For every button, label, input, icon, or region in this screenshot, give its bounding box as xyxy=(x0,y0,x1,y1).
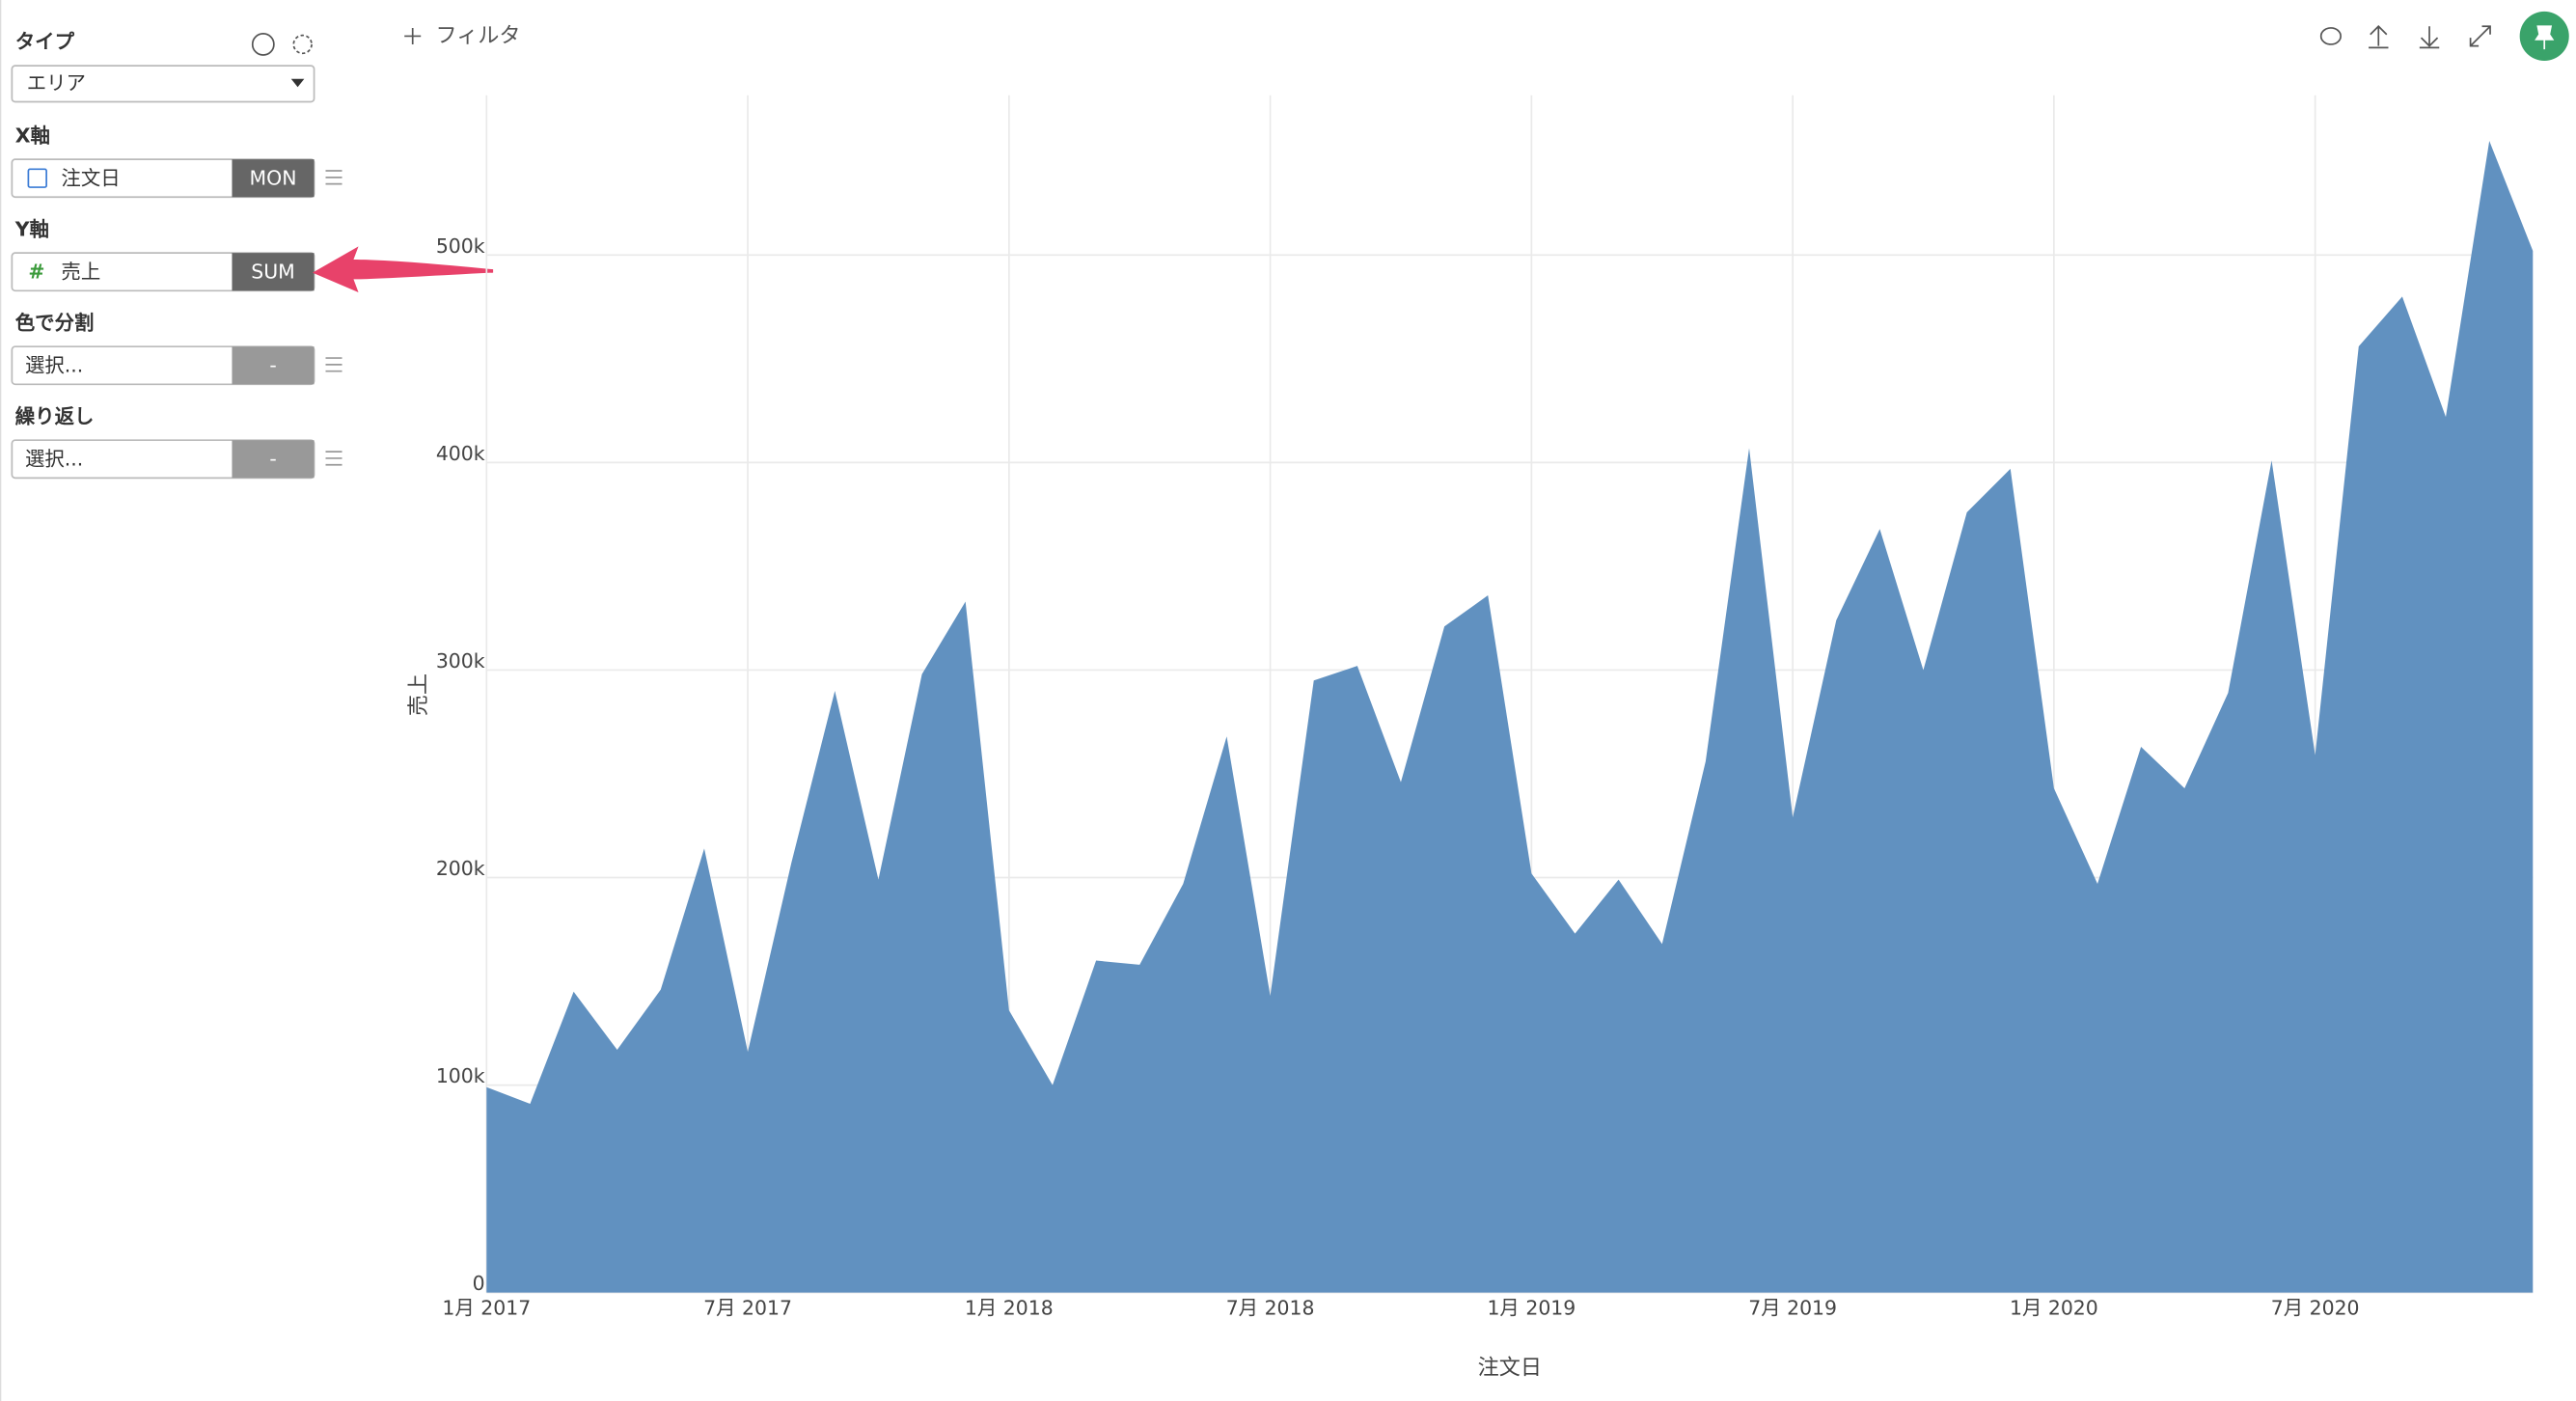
x-agg: MON xyxy=(250,167,297,190)
x-tick-label: 1月 2019 xyxy=(1487,1297,1576,1320)
x-tick-label: 7月 2019 xyxy=(1748,1297,1837,1320)
repeat-field-value: 選択... xyxy=(25,448,83,471)
x-tick-label: 1月 2018 xyxy=(965,1297,1054,1320)
plot: 0 100k 200k 300k 400k 500k 1月 2017 7月 2017 1月 20… xyxy=(406,95,2534,1380)
add-icon[interactable] xyxy=(404,27,422,44)
x-tick-label: 1月 2020 xyxy=(2010,1297,2098,1320)
toolbar-icons[interactable] xyxy=(2319,25,2491,49)
x-tick-label: 7月 2018 xyxy=(1226,1297,1315,1320)
x-tick-label: 7月 2017 xyxy=(703,1297,792,1320)
x-axis-title: 注文日 xyxy=(1478,1355,1542,1380)
type-select[interactable]: エリア xyxy=(11,65,315,103)
svg-text:#: # xyxy=(28,261,44,284)
type-label: タイプ xyxy=(15,30,75,53)
y-axis-field[interactable]: # 売上 SUM xyxy=(11,252,315,292)
repeat-label: 繰り返し xyxy=(15,404,95,427)
menu-icons xyxy=(325,170,343,466)
sidebar: タイプ エリア X軸 注文日 MON Y軸 # 売上 SUM 色で分割 選択..… xyxy=(0,0,494,1401)
y-axis-label: Y軸 xyxy=(14,217,49,240)
arrow-annotation xyxy=(312,246,494,292)
y-tick-label: 0 xyxy=(473,1272,485,1295)
toolbar: フィルタ xyxy=(404,11,2569,61)
y-tick-label: 400k xyxy=(436,442,485,465)
y-tick-label: 100k xyxy=(436,1064,485,1087)
area xyxy=(486,141,2534,1293)
y-tick-label: 300k xyxy=(436,649,485,673)
color-agg: - xyxy=(269,354,276,377)
settings-icon[interactable] xyxy=(292,34,313,55)
x-tick-label: 1月 2017 xyxy=(442,1297,531,1320)
color-field[interactable]: 選択... - xyxy=(11,345,315,386)
y-agg: SUM xyxy=(251,261,294,284)
y-tick-label: 200k xyxy=(436,857,485,880)
y-axis-title: 売上 xyxy=(406,673,431,716)
x-axis-field[interactable]: 注文日 MON xyxy=(11,158,315,199)
color-label: 色で分割 xyxy=(15,311,95,334)
filter-button[interactable]: フィルタ xyxy=(436,23,521,48)
color-field-value: 選択... xyxy=(25,354,83,377)
help-icon[interactable] xyxy=(251,33,275,56)
repeat-agg: - xyxy=(269,448,276,471)
y-tick-label: 500k xyxy=(436,234,485,258)
x-tick-label: 7月 2020 xyxy=(2271,1297,2360,1320)
y-field: 売上 xyxy=(61,261,100,284)
repeat-field[interactable]: 選択... - xyxy=(11,439,315,480)
x-field: 注文日 xyxy=(61,167,120,190)
type-value: エリア xyxy=(27,71,86,95)
x-axis-label: X軸 xyxy=(15,124,50,147)
